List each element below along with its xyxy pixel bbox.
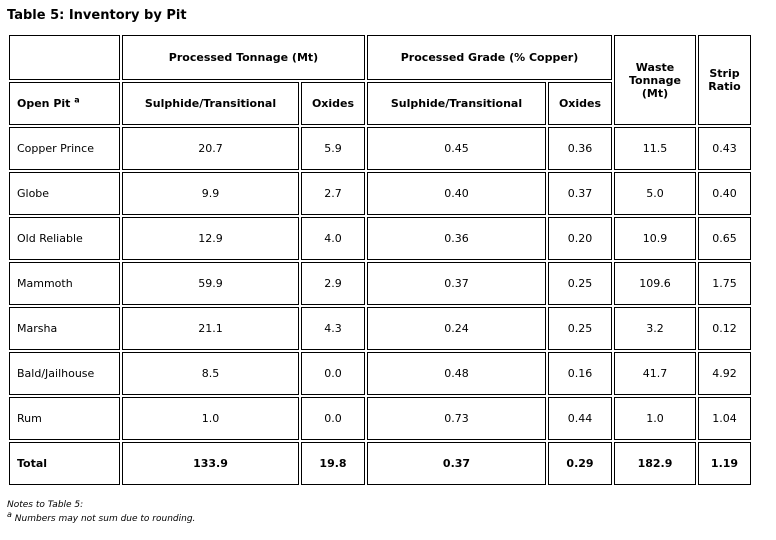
value-cell: 0.0 bbox=[301, 352, 365, 395]
col-header-tonnage-oxides: Oxides bbox=[301, 82, 365, 125]
value-cell: 0.65 bbox=[698, 217, 751, 260]
pit-name-cell: Copper Prince bbox=[9, 127, 120, 170]
pit-name-cell: Bald/Jailhouse bbox=[9, 352, 120, 395]
value-cell: 0.40 bbox=[698, 172, 751, 215]
value-cell: 2.9 bbox=[301, 262, 365, 305]
table-row: Old Reliable 12.9 4.0 0.36 0.20 10.9 0.6… bbox=[9, 217, 751, 260]
value-cell: 0.37 bbox=[367, 262, 546, 305]
table-row: Mammoth 59.9 2.9 0.37 0.25 109.6 1.75 bbox=[9, 262, 751, 305]
note-item: a Numbers may not sum due to rounding. bbox=[7, 509, 776, 527]
value-cell: 1.04 bbox=[698, 397, 751, 440]
table-notes: Notes to Table 5: a Numbers may not sum … bbox=[7, 499, 776, 526]
value-cell: 10.9 bbox=[614, 217, 696, 260]
value-cell: 0.37 bbox=[548, 172, 612, 215]
value-cell: 0.25 bbox=[548, 262, 612, 305]
value-cell: 41.7 bbox=[614, 352, 696, 395]
table-row: Rum 1.0 0.0 0.73 0.44 1.0 1.04 bbox=[9, 397, 751, 440]
value-cell: 4.92 bbox=[698, 352, 751, 395]
table-title: Table 5: Inventory by Pit bbox=[7, 8, 187, 23]
col-header-tonnage-sulphide: Sulphide/Transitional bbox=[122, 82, 299, 125]
inventory-table: Processed Tonnage (Mt) Processed Grade (… bbox=[7, 33, 753, 487]
total-value-cell: 1.19 bbox=[698, 442, 751, 485]
value-cell: 0.45 bbox=[367, 127, 546, 170]
note-ref: a bbox=[7, 509, 12, 519]
value-cell: 0.40 bbox=[367, 172, 546, 215]
col-group-processed-tonnage: Processed Tonnage (Mt) bbox=[122, 35, 365, 80]
table-row: Marsha 21.1 4.3 0.24 0.25 3.2 0.12 bbox=[9, 307, 751, 350]
col-header-grade-oxides: Oxides bbox=[548, 82, 612, 125]
value-cell: 0.12 bbox=[698, 307, 751, 350]
total-value-cell: 0.29 bbox=[548, 442, 612, 485]
value-cell: 4.0 bbox=[301, 217, 365, 260]
total-value-cell: 133.9 bbox=[122, 442, 299, 485]
total-value-cell: 182.9 bbox=[614, 442, 696, 485]
pit-name-cell: Marsha bbox=[9, 307, 120, 350]
col-header-strip-ratio: Strip Ratio bbox=[698, 35, 751, 125]
value-cell: 0.43 bbox=[698, 127, 751, 170]
value-cell: 1.0 bbox=[122, 397, 299, 440]
value-cell: 11.5 bbox=[614, 127, 696, 170]
col-group-processed-grade: Processed Grade (% Copper) bbox=[367, 35, 612, 80]
pit-name-cell: Globe bbox=[9, 172, 120, 215]
value-cell: 1.0 bbox=[614, 397, 696, 440]
value-cell: 0.0 bbox=[301, 397, 365, 440]
col-header-waste-tonnage: Waste Tonnage (Mt) bbox=[614, 35, 696, 125]
value-cell: 0.73 bbox=[367, 397, 546, 440]
value-cell: 59.9 bbox=[122, 262, 299, 305]
value-cell: 4.3 bbox=[301, 307, 365, 350]
col-header-grade-sulphide: Sulphide/Transitional bbox=[367, 82, 546, 125]
open-pit-label: Open Pit bbox=[17, 97, 71, 110]
value-cell: 5.9 bbox=[301, 127, 365, 170]
header-row-groups: Processed Tonnage (Mt) Processed Grade (… bbox=[9, 35, 751, 125]
total-value-cell: 19.8 bbox=[301, 442, 365, 485]
pit-name-cell: Old Reliable bbox=[9, 217, 120, 260]
value-cell: 0.25 bbox=[548, 307, 612, 350]
value-cell: 0.24 bbox=[367, 307, 546, 350]
value-cell: 0.48 bbox=[367, 352, 546, 395]
pit-name-cell: Rum bbox=[9, 397, 120, 440]
value-cell: 9.9 bbox=[122, 172, 299, 215]
table-row: Copper Prince 20.7 5.9 0.45 0.36 11.5 0.… bbox=[9, 127, 751, 170]
total-value-cell: 0.37 bbox=[367, 442, 546, 485]
open-pit-note-ref: a bbox=[74, 95, 80, 105]
value-cell: 2.7 bbox=[301, 172, 365, 215]
corner-cell bbox=[9, 35, 120, 80]
value-cell: 8.5 bbox=[122, 352, 299, 395]
value-cell: 20.7 bbox=[122, 127, 299, 170]
pit-name-cell: Mammoth bbox=[9, 262, 120, 305]
col-header-open-pit: Open Pit a bbox=[9, 82, 120, 125]
value-cell: 3.2 bbox=[614, 307, 696, 350]
total-row: Total 133.9 19.8 0.37 0.29 182.9 1.19 bbox=[9, 442, 751, 485]
value-cell: 109.6 bbox=[614, 262, 696, 305]
note-text: Numbers may not sum due to rounding. bbox=[14, 513, 196, 524]
table-row: Globe 9.9 2.7 0.40 0.37 5.0 0.40 bbox=[9, 172, 751, 215]
header-row-sub: Open Pit a Sulphide/Transitional Oxides … bbox=[9, 82, 751, 125]
value-cell: 1.75 bbox=[698, 262, 751, 305]
value-cell: 0.36 bbox=[548, 127, 612, 170]
value-cell: 0.36 bbox=[367, 217, 546, 260]
value-cell: 5.0 bbox=[614, 172, 696, 215]
table-row: Bald/Jailhouse 8.5 0.0 0.48 0.16 41.7 4.… bbox=[9, 352, 751, 395]
value-cell: 0.20 bbox=[548, 217, 612, 260]
notes-heading: Notes to Table 5: bbox=[7, 500, 84, 510]
value-cell: 0.44 bbox=[548, 397, 612, 440]
value-cell: 12.9 bbox=[122, 217, 299, 260]
total-label-cell: Total bbox=[9, 442, 120, 485]
value-cell: 0.16 bbox=[548, 352, 612, 395]
value-cell: 21.1 bbox=[122, 307, 299, 350]
